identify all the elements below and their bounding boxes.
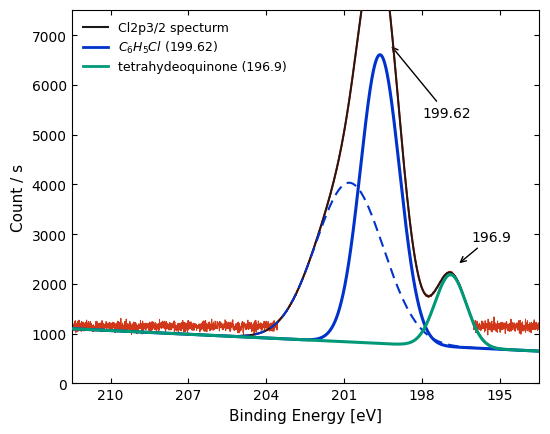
- X-axis label: Binding Energy [eV]: Binding Energy [eV]: [229, 408, 382, 423]
- Text: 196.9: 196.9: [460, 230, 512, 263]
- Text: 199.62: 199.62: [392, 48, 471, 121]
- Legend: Cl2p3/2 specturm, $C_6H_5Cl$ (199.62), tetrahydeoquinone (196.9): Cl2p3/2 specturm, $C_6H_5Cl$ (199.62), t…: [78, 17, 292, 79]
- Y-axis label: Count / s: Count / s: [11, 163, 26, 231]
